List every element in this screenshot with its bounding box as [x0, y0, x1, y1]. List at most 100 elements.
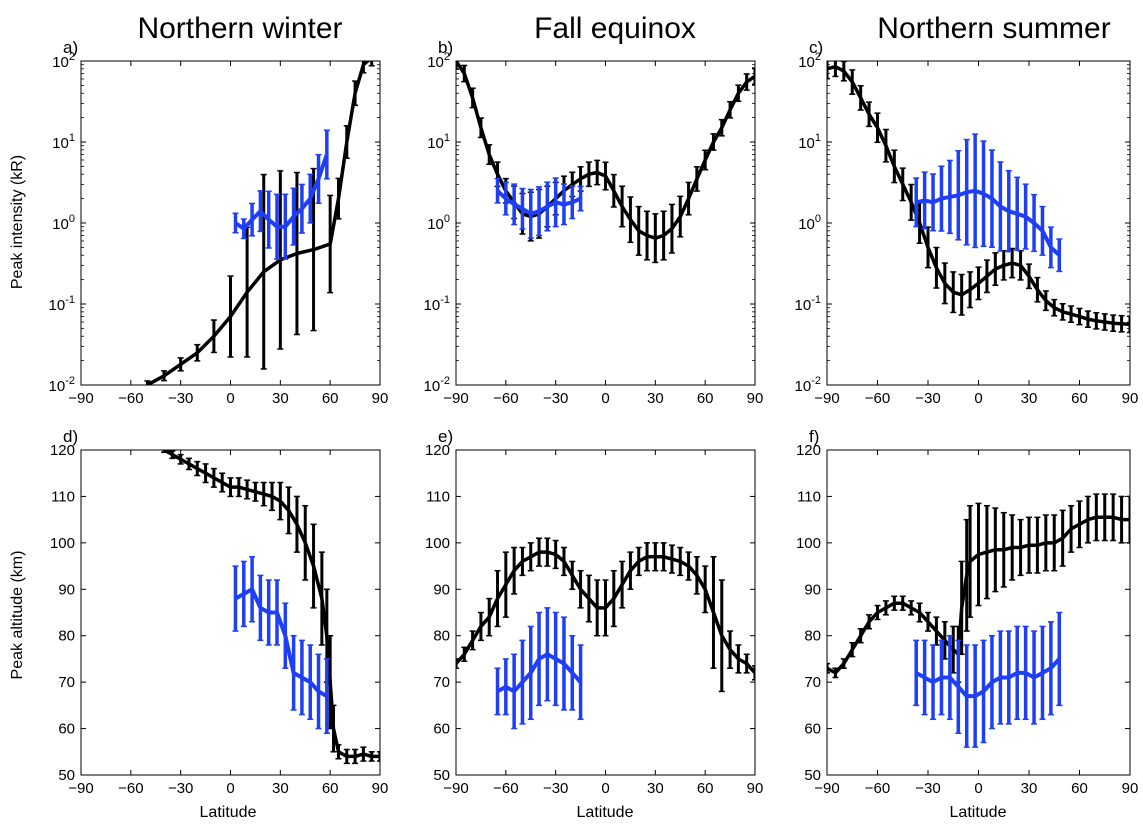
x-tick-label: 0 [226, 780, 234, 797]
axes-frame [826, 449, 1131, 776]
y-tick-label: 50 [433, 767, 450, 784]
x-tick-label: −30 [915, 780, 940, 797]
panel-d: d) −90 −60 −30 0 30 60 90 120 110 100 90 80 70 60 50 [50, 427, 388, 797]
series-line-black [456, 550, 755, 675]
plot-area [827, 493, 1130, 748]
y-tick-label: 101 [427, 132, 450, 152]
x-tick-label: −30 [915, 390, 940, 407]
series-line-black [146, 61, 371, 385]
x-tick-label: −90 [814, 780, 839, 797]
x-tick-label: −60 [865, 390, 890, 407]
y-tick-label: 90 [433, 581, 450, 598]
series-line-black [163, 450, 380, 759]
series-line-black [827, 64, 1130, 327]
y-tick-label: 10-1 [49, 294, 75, 314]
x-tick-label: −30 [543, 390, 568, 407]
x-axis-label-d: Latitude [200, 804, 257, 821]
x-tick-label: 60 [322, 780, 339, 797]
panel-letter: b) [438, 38, 453, 57]
axes-frame [826, 60, 1131, 386]
y-axis-label-intensity: Peak intensity (kR) [9, 155, 26, 289]
y-tick-label: 120 [425, 442, 450, 459]
x-tick-label: 60 [1071, 780, 1088, 797]
y-tick-label: 70 [58, 674, 75, 691]
panel-e: e) −90 −60 −30 0 30 60 90 120 110 100 90 80 70 60 50 [425, 427, 763, 797]
x-tick-label: −60 [118, 390, 143, 407]
plot-area [827, 61, 1130, 334]
y-tick-label: 80 [804, 628, 821, 645]
y-tick-label: 110 [51, 488, 75, 505]
x-tick-label: 30 [272, 780, 289, 797]
axes-frame [455, 60, 756, 386]
y-tick-label: 50 [804, 767, 821, 784]
y-tick-label: 70 [433, 674, 450, 691]
y-tick-label: 100 [798, 213, 821, 233]
y-tick-label: 102 [52, 51, 75, 71]
y-tick-label: 50 [58, 767, 75, 784]
series-line-blue [234, 153, 329, 231]
series-line-blue [496, 652, 583, 694]
plot-area [456, 537, 755, 730]
x-tick-label: 60 [697, 780, 714, 797]
x-tick-label: 30 [1021, 390, 1038, 407]
y-tick-label: 100 [50, 535, 75, 552]
y-tick-label: 120 [796, 442, 821, 459]
x-tick-label: −60 [118, 780, 143, 797]
y-tick-label: 120 [50, 442, 75, 459]
series-line-blue [915, 188, 1061, 257]
x-tick-label: 90 [372, 780, 389, 797]
panel-letter: f) [809, 427, 819, 446]
x-tick-label: 0 [974, 390, 982, 407]
x-tick-label: −90 [443, 780, 468, 797]
y-tick-label: 110 [797, 488, 821, 505]
column-title-2: Northern summer [877, 12, 1110, 45]
panel-c: c) −90 −60 −30 0 30 60 90 102 101 100 10-1 10-2 [795, 38, 1139, 407]
x-tick-label: 90 [372, 390, 389, 407]
column-title-1: Fall equinox [534, 12, 696, 45]
plot-area [456, 61, 755, 264]
panel-letter: d) [63, 427, 78, 446]
y-tick-label: 60 [433, 721, 450, 738]
y-tick-label: 101 [798, 132, 821, 152]
panel-a: a) −90 −60 −30 0 30 60 90 102 101 100 10-1 10-2 [49, 38, 389, 407]
x-tick-label: −90 [443, 390, 468, 407]
panel-letter: c) [809, 38, 823, 57]
x-tick-label: 90 [747, 390, 764, 407]
series-line-blue [496, 189, 582, 216]
x-tick-label: −60 [493, 780, 518, 797]
series-line-black [456, 61, 755, 240]
y-tick-label: 102 [427, 51, 450, 71]
y-tick-label: 60 [804, 721, 821, 738]
x-axis-label-f: Latitude [950, 804, 1007, 821]
column-title-0: Northern winter [137, 12, 342, 45]
axes-frame [80, 449, 381, 776]
y-tick-label: 10-2 [795, 375, 821, 395]
x-tick-label: 30 [647, 390, 664, 407]
panel-letter: a) [63, 38, 78, 57]
x-tick-label: 0 [601, 390, 609, 407]
x-tick-label: −30 [543, 780, 568, 797]
y-tick-label: 60 [58, 721, 75, 738]
x-tick-label: 60 [322, 390, 339, 407]
x-tick-label: −90 [814, 390, 839, 407]
x-tick-label: 30 [647, 780, 664, 797]
plot-area [144, 61, 375, 385]
y-tick-label: 80 [58, 628, 75, 645]
y-tick-label: 100 [427, 213, 450, 233]
x-axis-label-e: Latitude [577, 804, 634, 821]
y-axis-label-altitude: Peak altitude (km) [9, 551, 26, 680]
y-tick-label: 90 [58, 581, 75, 598]
y-tick-label: 10-2 [424, 375, 450, 395]
panel-letter: e) [438, 427, 453, 446]
x-tick-label: 0 [601, 780, 609, 797]
y-tick-label: 10-1 [795, 294, 821, 314]
x-tick-label: 60 [697, 390, 714, 407]
y-tick-label: 10-2 [49, 375, 75, 395]
y-tick-label: 70 [804, 674, 821, 691]
y-tick-label: 100 [425, 535, 450, 552]
x-tick-label: −60 [493, 390, 518, 407]
y-tick-label: 80 [433, 628, 450, 645]
x-tick-label: 90 [1122, 780, 1139, 797]
x-tick-label: 30 [1021, 780, 1038, 797]
y-tick-label: 10-1 [424, 294, 450, 314]
